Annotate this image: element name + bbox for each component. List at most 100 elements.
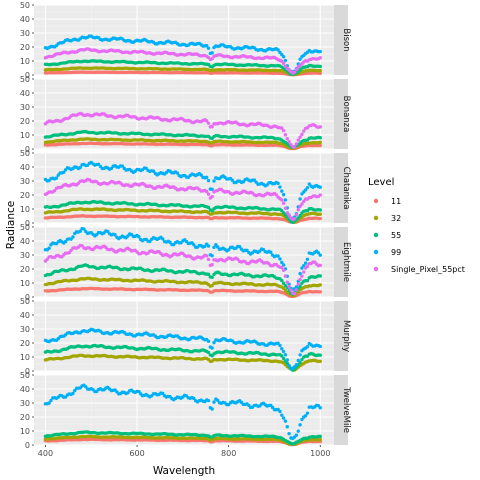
- y-tick-label: 0: [25, 441, 30, 450]
- facet-panel-bison: 0 10 20 30 40 50 Bison: [20, 1, 351, 80]
- data-point: [280, 413, 284, 417]
- y-tick-label: 50: [20, 297, 30, 306]
- data-point: [296, 282, 300, 286]
- data-point: [285, 211, 289, 215]
- data-point: [296, 216, 300, 220]
- series-99-points: [43, 327, 322, 371]
- data-point: [71, 235, 75, 239]
- data-point: [206, 257, 211, 262]
- data-point: [305, 264, 310, 269]
- series-99-points: [43, 227, 322, 291]
- y-tick-label: 30: [20, 251, 30, 260]
- data-point: [289, 142, 293, 147]
- facet-strip-label: Murphy: [341, 320, 351, 352]
- y-tick-label: 20: [20, 43, 30, 52]
- y-tick-label: 40: [20, 385, 30, 394]
- data-point: [281, 128, 286, 133]
- data-point: [318, 353, 322, 357]
- data-point: [296, 138, 300, 142]
- data-point: [278, 257, 282, 261]
- x-tick-label: 800: [221, 449, 236, 458]
- facet-strip-label: Eightmile: [341, 242, 351, 282]
- data-point: [226, 248, 231, 252]
- data-point: [210, 194, 214, 199]
- data-point: [199, 173, 203, 177]
- data-point: [280, 354, 284, 358]
- y-tick-label: 40: [20, 15, 30, 24]
- data-point: [280, 126, 284, 130]
- facet-strip: [334, 5, 348, 75]
- data-point: [175, 171, 180, 175]
- data-point: [294, 142, 299, 146]
- data-point: [300, 266, 304, 270]
- facet-panel-chatanika: 0 10 20 30 40 50 Chatanika: [20, 149, 351, 228]
- data-point: [287, 363, 291, 368]
- data-point: [305, 411, 310, 415]
- data-point: [69, 248, 73, 253]
- data-point: [52, 188, 57, 193]
- facet-strip-label: Bison: [341, 28, 351, 51]
- y-tick-label: 30: [20, 177, 30, 186]
- y-tick-label: 40: [20, 311, 30, 320]
- data-point: [300, 202, 304, 206]
- y-tick-label: 50: [20, 1, 30, 10]
- series-single-pixel-55pct-points: [43, 111, 322, 149]
- y-tick-label: 0: [25, 293, 30, 302]
- data-point: [276, 48, 280, 52]
- y-tick-label: 0: [25, 367, 30, 376]
- data-point: [45, 257, 49, 261]
- data-point: [54, 176, 59, 180]
- legend: Level 11 32 55 99 Single_Pixel_55pct: [368, 177, 465, 274]
- data-point: [212, 179, 216, 183]
- y-tick-label: 20: [20, 339, 30, 348]
- data-point: [289, 288, 293, 292]
- series-single-pixel-55pct-points: [43, 243, 322, 296]
- data-point: [318, 193, 322, 197]
- data-point: [285, 425, 289, 429]
- series-55-points: [43, 58, 322, 77]
- data-point: [210, 253, 214, 258]
- y-tick-label: 30: [20, 399, 30, 408]
- series-32-points: [43, 276, 322, 298]
- data-point: [318, 71, 322, 75]
- y-tick-label: 50: [20, 75, 30, 84]
- data-point: [318, 263, 322, 267]
- data-point: [283, 206, 288, 210]
- data-point: [300, 132, 304, 137]
- data-point: [318, 359, 322, 364]
- data-point: [137, 235, 141, 239]
- data-point: [281, 349, 286, 354]
- data-point: [106, 229, 110, 234]
- data-point: [318, 49, 322, 54]
- data-point: [318, 64, 322, 69]
- facet-strip-label: Chatanika: [341, 167, 351, 210]
- data-point: [318, 290, 322, 294]
- data-point: [292, 217, 297, 221]
- facet-strip: [334, 227, 348, 297]
- data-point: [192, 243, 196, 247]
- data-point: [204, 189, 209, 194]
- x-tick-label: 600: [129, 449, 144, 458]
- legend-label: Single_Pixel_55pct: [391, 265, 465, 274]
- data-point: [206, 272, 211, 277]
- data-point: [283, 419, 288, 423]
- facet-panel-murphy: 0 10 20 30 40 50 Murphy: [20, 297, 351, 376]
- data-point: [296, 208, 300, 212]
- facet-strip: [334, 153, 348, 223]
- legend-key: [373, 249, 379, 255]
- data-point: [302, 129, 306, 133]
- data-point: [206, 121, 211, 125]
- data-point: [305, 345, 310, 349]
- data-point: [281, 192, 286, 197]
- data-point: [274, 193, 278, 197]
- data-point: [47, 246, 51, 250]
- data-point: [204, 119, 209, 123]
- data-point: [210, 407, 214, 411]
- data-point: [318, 434, 322, 439]
- data-point: [280, 347, 284, 351]
- series-single-pixel-55pct-points: [43, 177, 322, 222]
- data-point: [305, 257, 310, 261]
- series-55-points: [43, 199, 322, 224]
- y-tick-label: 10: [20, 131, 30, 140]
